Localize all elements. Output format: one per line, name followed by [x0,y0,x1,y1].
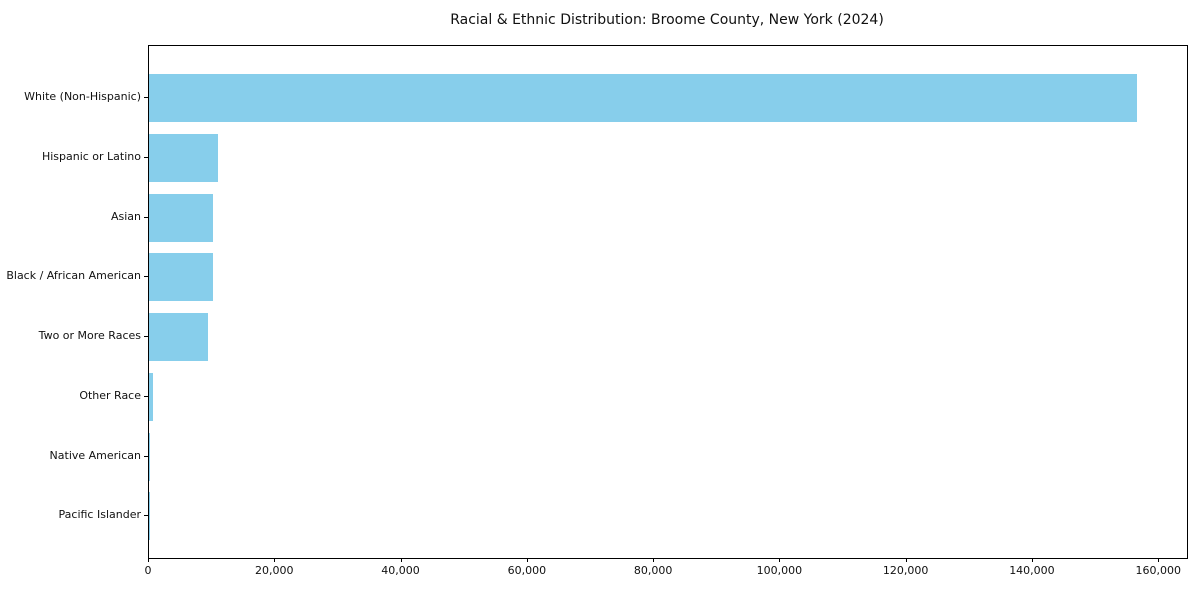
y-axis-label: Hispanic or Latino [41,149,141,163]
y-axis-label: Two or More Races [38,329,141,342]
bar [149,74,1138,122]
x-axis-tick-label: 60,000 [507,564,547,577]
x-axis-tick-label: 120,000 [882,564,929,577]
x-axis-tick-label: 80,000 [633,564,673,577]
x-axis-tick [653,558,655,562]
chart-title: Racial & Ethnic Distribution: Broome Cou… [450,12,884,28]
x-axis-tick [274,558,276,562]
y-axis-tick [144,395,148,397]
y-axis-label: Native American [49,448,141,462]
x-axis-tick-label: 0 [144,564,152,577]
x-axis-tick-label: 160,000 [1135,564,1181,577]
x-axis-tick [779,558,781,562]
bar [149,432,150,481]
y-axis-label: White (Non-Hispanic) [24,90,141,103]
x-axis-tick [148,558,149,562]
y-axis-tick [144,336,148,337]
bar [149,253,214,302]
y-axis-tick [144,156,148,158]
x-axis-tick [400,558,402,562]
x-axis-tick [526,558,528,562]
x-axis-tick [1031,558,1033,562]
x-axis-tick-label: 100,000 [756,564,803,577]
x-axis-tick-label: 40,000 [381,564,420,577]
y-axis-label: Asian [110,209,141,223]
x-axis-tick [1158,558,1160,562]
y-axis-tick [144,455,148,457]
y-axis-tick [144,276,148,278]
y-axis-tick [144,515,148,517]
y-axis-label: Other Race [79,388,141,402]
y-axis-label: Black / African American [6,269,141,283]
x-axis-tick [905,558,907,562]
bar [149,372,153,421]
bar [149,313,208,361]
y-axis-tick [144,216,148,218]
y-axis-tick [144,97,148,98]
bar [149,133,219,182]
bar [149,193,214,242]
plot-area [148,45,1188,559]
y-axis-label: Pacific Islander [58,508,141,522]
x-axis-tick-label: 140,000 [1009,564,1055,577]
x-axis-tick-label: 20,000 [255,564,294,577]
